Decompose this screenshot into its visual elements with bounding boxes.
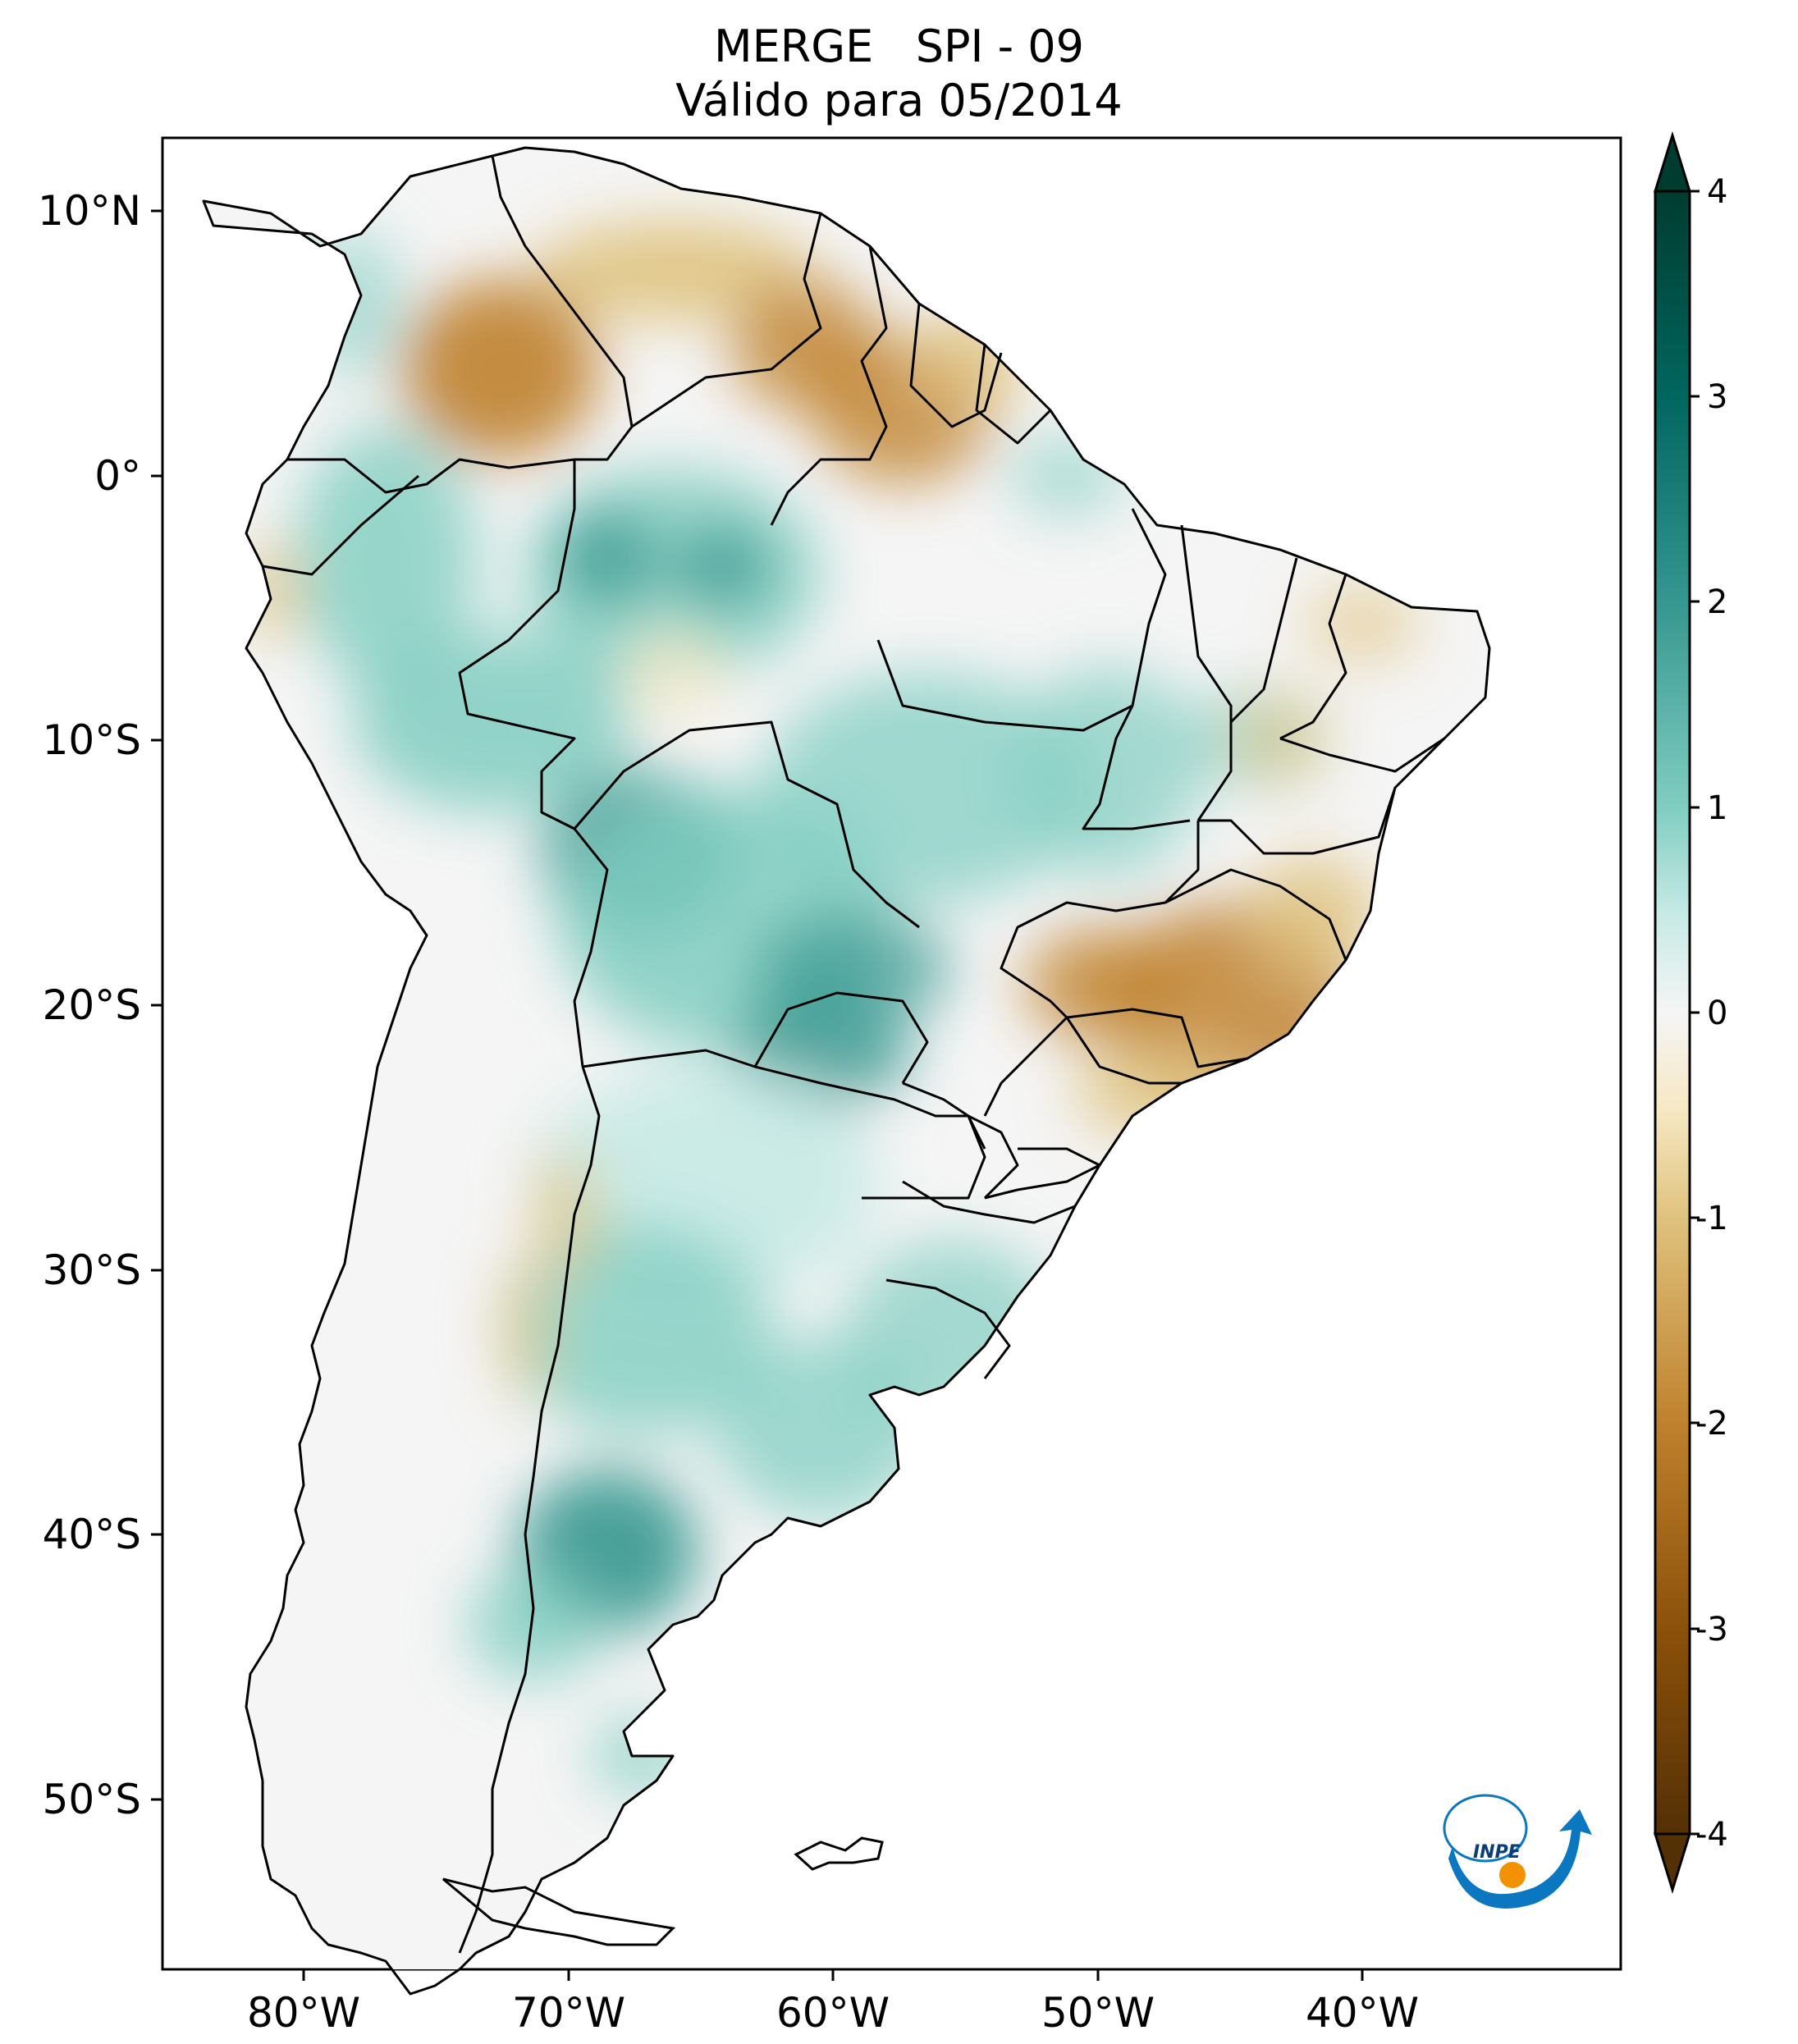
lat-tick-label: 10°N — [38, 187, 141, 235]
lat-tick-label: 10°S — [43, 716, 141, 764]
lat-tick-label: 50°S — [43, 1776, 141, 1823]
colorbar-tick-label: 4 — [1707, 173, 1727, 211]
colorbar-tick-label: -3 — [1695, 1611, 1728, 1648]
inpe-logo-dot — [1499, 1862, 1526, 1888]
colorbar-extend-min — [1653, 1832, 1692, 1895]
lon-tick-label: 70°W — [512, 1989, 625, 2037]
falklands-outline — [794, 1836, 884, 1871]
longitude-axis: 80°W 70°W 60°W 50°W 40°W — [247, 1969, 1419, 2037]
lat-tick-label: 30°S — [43, 1246, 141, 1294]
lat-tick-label: 20°S — [43, 981, 141, 1029]
lon-tick-label: 50°W — [1041, 1989, 1155, 2037]
lon-tick-label: 60°W — [776, 1989, 890, 2037]
colorbar-tick-label: 0 — [1707, 995, 1727, 1032]
inpe-logo: INPE — [1443, 1794, 1592, 1909]
inpe-logo-arrow — [1448, 1809, 1592, 1909]
colorbar: 4 3 2 1 0 -1 -2 -3 -4 — [1653, 130, 1728, 1895]
colorbar-tick-label: 2 — [1707, 583, 1727, 621]
colorbar-tick-label: -4 — [1695, 1816, 1728, 1854]
colorbar-tick-label: 1 — [1707, 789, 1727, 827]
lon-tick-label: 80°W — [247, 1989, 360, 2037]
colorbar-extend-max — [1653, 130, 1692, 193]
latitude-axis: 10°N 0° 10°S 20°S 30°S 40°S 50°S — [38, 187, 162, 1823]
colorbar-tick-label: 3 — [1707, 378, 1727, 416]
colorbar-tick-label: -2 — [1695, 1405, 1728, 1443]
map-title: MERGE SPI - 09 — [714, 21, 1084, 72]
lon-tick-label: 40°W — [1306, 1989, 1419, 2037]
colorbar-ramp — [1654, 190, 1691, 1836]
country-borders — [262, 155, 1445, 1954]
inpe-logo-ring — [1443, 1794, 1528, 1863]
tierra-del-fuego-outline — [442, 1877, 676, 1946]
colorbar-tick-label: -1 — [1695, 1200, 1728, 1237]
lat-tick-label: 40°S — [43, 1511, 141, 1558]
map-subtitle: Válido para 05/2014 — [675, 75, 1123, 126]
lat-tick-label: 0° — [94, 452, 141, 500]
inpe-logo-text: INPE — [1473, 1842, 1521, 1863]
